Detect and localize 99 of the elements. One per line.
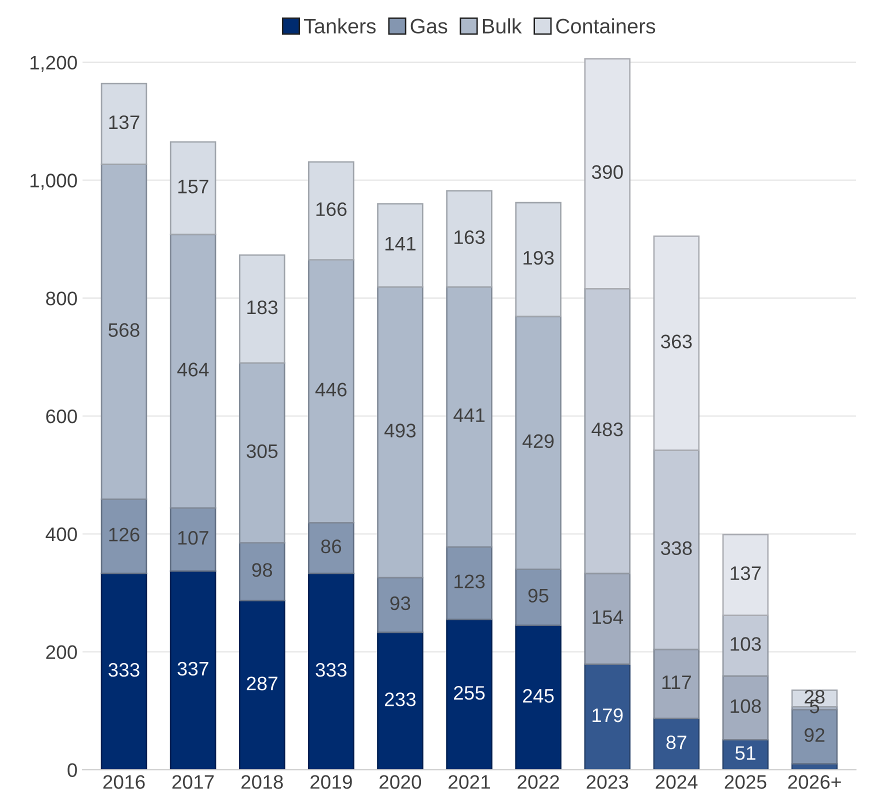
x-tick-label: 2022 (518, 775, 559, 789)
y-tick-label: 600 (46, 409, 77, 424)
legend-label: Gas (410, 18, 448, 34)
y-tick-label: 0 (68, 763, 77, 777)
x-tick-label: 2021 (448, 775, 490, 789)
x-tick-label: 2024 (656, 775, 698, 789)
data-label: 568 (108, 323, 140, 337)
bar (238, 542, 286, 602)
data-label: 287 (246, 676, 278, 690)
data-label: 333 (108, 663, 140, 677)
bar (584, 664, 631, 770)
bar (722, 675, 769, 740)
x-tick-label: 2023 (586, 775, 628, 789)
data-label: 363 (660, 334, 692, 348)
bar (100, 164, 148, 500)
data-label: 483 (592, 422, 623, 436)
bar (100, 572, 148, 770)
y-tick-label: 1,000 (30, 174, 77, 190)
bar (446, 546, 492, 620)
bar (377, 576, 424, 634)
data-label: 126 (109, 528, 140, 542)
data-label: 157 (178, 180, 208, 194)
bar (446, 286, 492, 548)
data-label: 137 (109, 115, 140, 130)
data-label: 441 (453, 408, 485, 422)
legend-label: Containers (556, 18, 656, 34)
data-label: 117 (662, 676, 691, 689)
bar (170, 141, 216, 236)
y-tick-label: 1,200 (30, 56, 77, 72)
data-label: 123 (454, 574, 485, 588)
bar (377, 632, 424, 770)
data-label: 193 (524, 250, 554, 265)
bar (446, 190, 492, 288)
data-label: 179 (592, 708, 623, 722)
data-label: 163 (454, 230, 485, 244)
bar (238, 254, 286, 364)
data-label: 446 (315, 382, 347, 396)
data-label: 333 (316, 663, 347, 677)
data-label: 87 (666, 736, 686, 750)
data-label: 108 (730, 699, 761, 714)
bar (170, 570, 216, 770)
y-tick-label: 400 (46, 527, 77, 542)
data-label: 86 (321, 540, 342, 554)
data-label: 233 (384, 692, 416, 706)
bar (308, 572, 354, 770)
data-label: 464 (177, 362, 209, 376)
bar (100, 82, 148, 165)
bar (584, 288, 631, 574)
bar (308, 522, 354, 574)
bar (515, 316, 562, 570)
bar (377, 203, 424, 288)
bar (584, 572, 631, 665)
bar (446, 618, 492, 770)
y-tick-label: 200 (46, 645, 77, 660)
x-tick-label: 2020 (380, 775, 422, 789)
data-label: 338 (660, 541, 692, 556)
x-tick-label: 2017 (172, 775, 214, 789)
x-tick-label: 2026+ (788, 775, 841, 789)
data-label: 93 (390, 596, 410, 610)
bar (515, 202, 562, 318)
x-tick-label: 2019 (310, 775, 352, 789)
data-label: 137 (730, 566, 761, 580)
bar (653, 648, 700, 720)
y-tick-label: 800 (46, 292, 77, 306)
data-label: 166 (316, 202, 347, 216)
data-label: 429 (522, 434, 554, 448)
data-label: 183 (247, 300, 278, 314)
data-label: 337 (178, 662, 208, 676)
legend-label: Tankers (304, 18, 376, 34)
data-label: 255 (454, 686, 485, 700)
data-label: 92 (804, 728, 824, 742)
data-label: 390 (592, 165, 623, 179)
data-label: 141 (385, 237, 416, 250)
x-tick-label: 2025 (724, 775, 766, 789)
bar (100, 498, 148, 574)
bar (170, 507, 216, 572)
bar (170, 234, 216, 509)
data-label: 154 (592, 610, 624, 624)
bar (515, 568, 562, 626)
bar (238, 362, 286, 544)
x-tick-label: 2016 (103, 775, 145, 789)
data-label: 98 (252, 563, 272, 577)
x-tick-label: 2018 (241, 775, 283, 789)
data-label: 95 (528, 588, 548, 603)
data-label: 305 (246, 444, 278, 458)
data-label: 245 (523, 688, 554, 703)
bar (722, 614, 769, 677)
data-label: 493 (384, 424, 416, 438)
bar (515, 624, 562, 770)
bar (653, 450, 700, 650)
bar (308, 161, 354, 260)
data-label: 51 (735, 746, 756, 760)
bar (377, 286, 424, 578)
bar (653, 718, 700, 770)
data-label: 107 (178, 530, 208, 545)
legend-label: Bulk (482, 18, 522, 34)
data-label: 103 (730, 637, 761, 651)
bar (308, 259, 354, 524)
bar (238, 600, 286, 770)
